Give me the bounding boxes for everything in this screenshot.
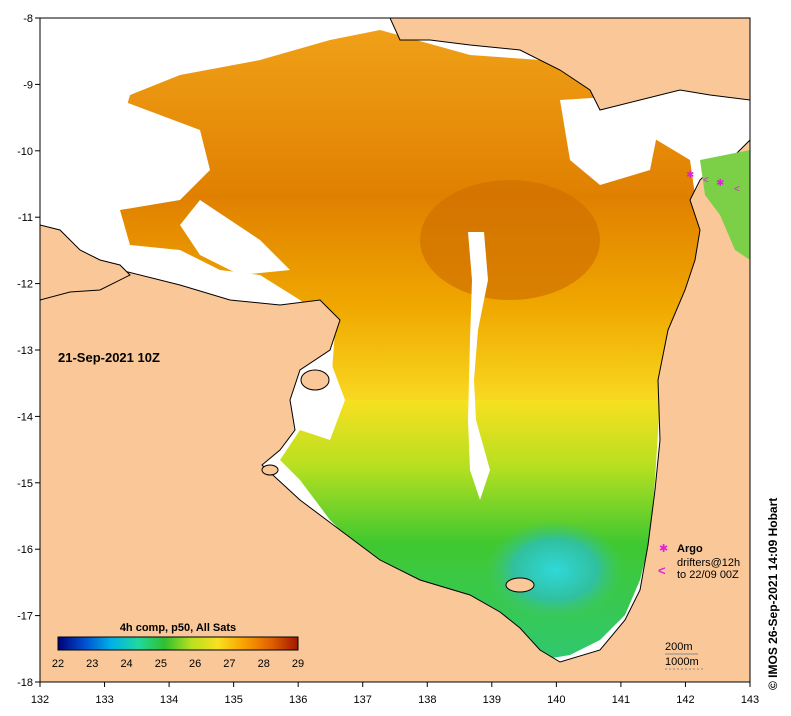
x-tick-label: 143: [741, 694, 759, 706]
y-tick-label: -10: [17, 146, 33, 158]
sst-field-north: [120, 30, 700, 400]
x-tick-label: 141: [612, 694, 630, 706]
x-tick-label: 135: [224, 694, 242, 706]
x-tick-label: 136: [289, 694, 307, 706]
y-tick-label: -12: [17, 279, 33, 291]
colorbar-tick-label: 26: [189, 658, 201, 670]
credit-label: © IMOS 26-Sep-2021 14:09 Hobart: [766, 497, 780, 690]
island-groote: [300, 369, 330, 391]
argo-label: Argo: [677, 543, 703, 555]
argo-float: ✱: [716, 178, 724, 189]
land-cape-york: [40, 18, 750, 682]
colorbar-tick-label: 27: [223, 658, 235, 670]
x-tick-label: 142: [676, 694, 694, 706]
drifters-label: drifters@12h: [677, 557, 740, 569]
argo-float: ✱: [686, 170, 694, 181]
y-axis: -8 -9 -10 -11 -12 -13 -14 -15 -16 -17 -18: [17, 13, 40, 689]
island-wellesley: [261, 464, 279, 476]
depth-label-200m: 200m: [665, 641, 693, 653]
drifter-marker: <: [703, 175, 709, 186]
colorbar-title: 4h comp, p50, All Sats: [120, 622, 236, 634]
y-tick-label: -9: [23, 79, 33, 91]
depth-label-1000m: 1000m: [665, 656, 699, 668]
drifter-symbol: <: [658, 563, 666, 578]
y-tick-label: -11: [18, 212, 33, 224]
y-tick-label: -18: [17, 677, 33, 689]
y-tick-label: -16: [17, 544, 33, 556]
x-tick-label: 140: [547, 694, 565, 706]
cloud-gap-southwest: [285, 360, 345, 440]
colorbar-tick-label: 22: [52, 658, 64, 670]
sst-warm-patch-north: [420, 180, 600, 300]
x-tick-label: 137: [354, 694, 372, 706]
sst-torres-strait: [700, 150, 750, 260]
depth-legend: 200m 1000m: [665, 641, 704, 670]
drifters-date: to 22/09 00Z: [677, 569, 739, 581]
colorbar: 4h comp, p50, All Sats 22 23 24 25 26 27 28 29: [52, 622, 304, 670]
legend: ✱ Argo drifters@12h < to 22/09 00Z: [658, 543, 740, 581]
sst-cool-patch: [485, 520, 625, 620]
land-new-guinea: [389, 18, 750, 111]
x-tick-label: 133: [95, 694, 113, 706]
y-tick-label: -17: [17, 611, 33, 623]
y-tick-label: -8: [23, 13, 33, 25]
x-axis: 132 133 134 135 136 137 138 139 140 141 142 143: [31, 682, 759, 706]
drifter-marker: <: [734, 184, 740, 195]
cloud-gap-northeast: [560, 95, 660, 185]
argo-symbol: ✱: [659, 543, 668, 555]
cloud-gap-northwest: [40, 18, 260, 140]
date-label: 21-Sep-2021 10Z: [58, 350, 160, 365]
colorbar-tick-label: 29: [292, 658, 304, 670]
x-tick-label: 138: [418, 694, 436, 706]
island-mornington: [505, 577, 535, 593]
x-tick-label: 139: [483, 694, 501, 706]
cloud-gap-center: [468, 232, 490, 500]
y-tick-label: -15: [17, 478, 33, 490]
colorbar-tick-label: 25: [155, 658, 167, 670]
y-tick-label: -14: [17, 411, 33, 423]
x-tick-label: 134: [160, 694, 178, 706]
argo-markers: ✱ ✱ < <: [686, 170, 740, 195]
colorbar-labels: 22 23 24 25 26 27 28 29: [52, 658, 304, 670]
x-tick-label: 132: [31, 694, 49, 706]
colorbar-bar: [57, 636, 299, 651]
land-arnhem: [40, 224, 131, 301]
y-tick-label: -13: [17, 345, 33, 357]
colorbar-tick-label: 24: [120, 658, 132, 670]
colorbar-tick-label: 23: [86, 658, 98, 670]
colorbar-tick-label: 28: [258, 658, 270, 670]
cloud-gap-west: [180, 200, 290, 275]
